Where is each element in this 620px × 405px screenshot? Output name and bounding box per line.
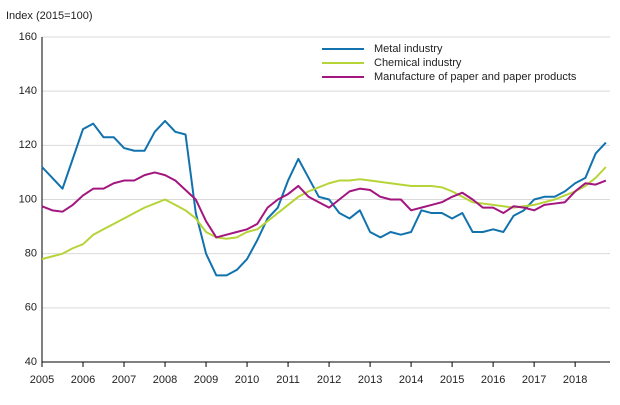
x-tick-label: 2008 (153, 374, 177, 386)
x-tick-label: 2016 (481, 374, 505, 386)
x-tick-label: 2011 (276, 374, 300, 386)
y-tick-label: 40 (25, 356, 37, 368)
x-tick-label: 2010 (235, 374, 259, 386)
y-tick-label: 60 (25, 302, 37, 314)
x-tick-label: 2012 (317, 374, 341, 386)
x-tick-label: 2013 (358, 374, 382, 386)
y-tick-label: 120 (19, 139, 37, 151)
y-tick-label: 80 (25, 248, 37, 260)
y-tick-label: 100 (19, 193, 37, 205)
legend-label: Chemical industry (374, 57, 462, 69)
x-tick-label: 2017 (522, 374, 546, 386)
y-axis-label: Index (2015=100) (6, 10, 93, 22)
y-tick-label: 160 (19, 31, 37, 43)
x-tick-label: 2005 (30, 374, 54, 386)
x-tick-label: 2018 (563, 374, 587, 386)
legend-label: Metal industry (374, 43, 443, 55)
x-tick-label: 2014 (399, 374, 423, 386)
x-tick-label: 2015 (440, 374, 464, 386)
series-line (41, 171, 607, 239)
x-tick-label: 2009 (194, 374, 218, 386)
series-line (41, 119, 607, 277)
y-tick-label: 140 (19, 85, 37, 97)
x-tick-label: 2007 (112, 374, 136, 386)
legend-label: Manufacture of paper and paper products (374, 71, 577, 83)
x-tick-label: 2006 (71, 374, 95, 386)
